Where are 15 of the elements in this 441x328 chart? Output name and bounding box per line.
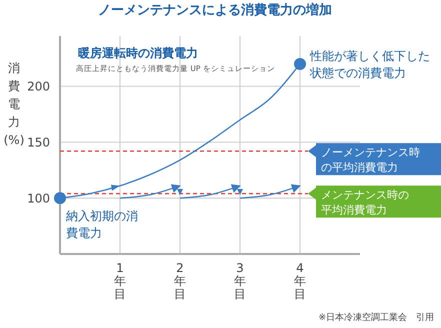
y-tick-label: 200 — [27, 80, 50, 94]
annotation: 性能が著しく低下した状態での消費電力 — [309, 48, 430, 80]
x-tick-label: 4年目 — [294, 261, 306, 301]
text: ※日本冷凍空調工業会 引用 — [318, 312, 434, 323]
annotation: 納入初期の消費電力 — [66, 209, 138, 240]
annotation: 暖房運転時の消費電力 — [78, 46, 198, 60]
y-tick-label: 150 — [27, 135, 50, 150]
ref-line-label: メンテナンス時の平均消費電力 — [321, 188, 409, 217]
chart-title: ノーメンテナンスによる消費電力の増加 — [98, 2, 332, 18]
y-axis-title: 消費電力(%) — [4, 61, 24, 147]
ref-line-label: ノーメンテナンス時の平均消費電力 — [321, 146, 420, 174]
x-tick-label: 2年目 — [174, 261, 186, 301]
x-tick-label: 3年目 — [234, 261, 246, 301]
y-tick-label: 100 — [27, 191, 50, 206]
x-tick-label: 1年目 — [114, 261, 126, 301]
